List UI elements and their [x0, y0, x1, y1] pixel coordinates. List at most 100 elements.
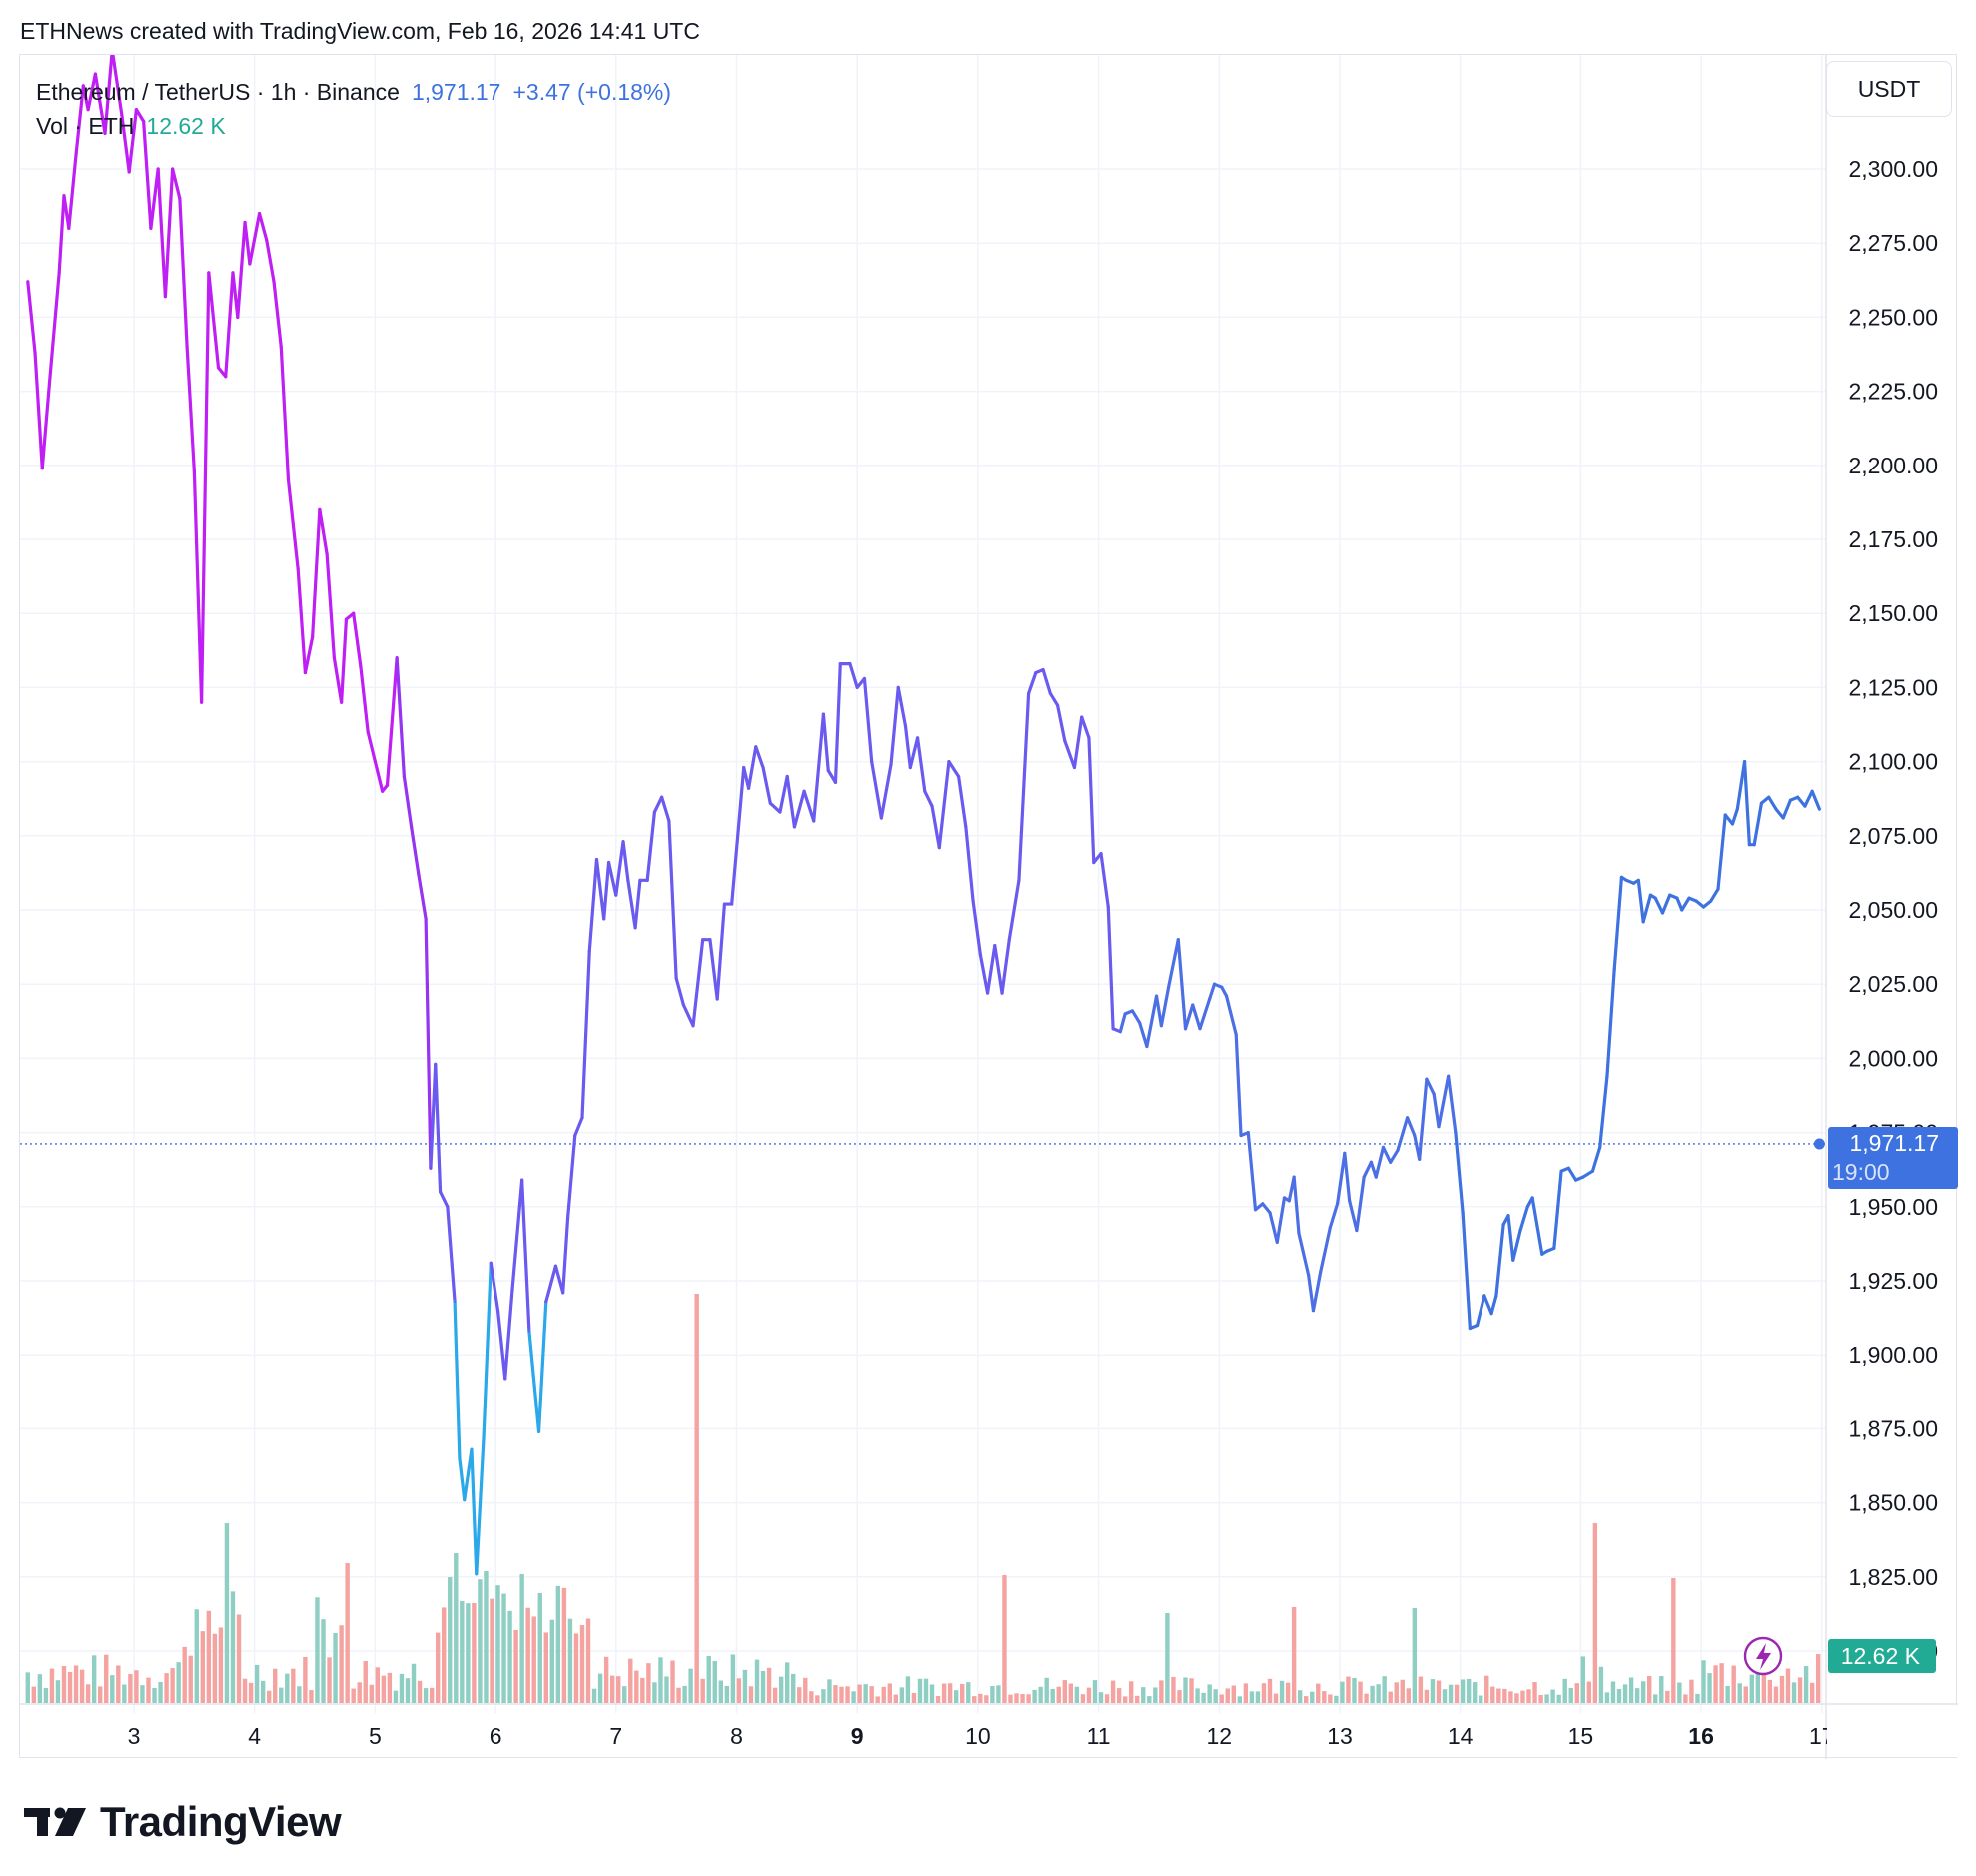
volume-bar: [484, 1570, 489, 1703]
price-point: [272, 280, 276, 283]
price-line-segment: [1475, 1294, 1486, 1328]
price-line-segment: [1183, 1003, 1195, 1031]
price-point: [1254, 1208, 1257, 1211]
volume-bar: [1231, 1685, 1236, 1703]
price-point: [366, 730, 370, 734]
volume-bar: [923, 1678, 929, 1703]
volume-bar: [960, 1683, 965, 1703]
price-point: [178, 197, 182, 200]
volume-bar: [1352, 1677, 1357, 1703]
price-point: [691, 1024, 695, 1027]
volume-bar: [1364, 1693, 1369, 1703]
price-line-segment: [74, 84, 85, 156]
price-line-segment: [224, 271, 235, 379]
price-point: [1632, 882, 1635, 885]
volume-bar: [664, 1676, 669, 1703]
price-point: [470, 1447, 474, 1451]
price-point: [645, 879, 649, 882]
price-point: [1810, 790, 1814, 793]
price-point: [1406, 1116, 1409, 1119]
volume-label[interactable]: Vol · ETH: [36, 113, 135, 139]
volume-bar: [1502, 1688, 1507, 1703]
last-price: 1,971.17: [411, 79, 501, 105]
price-point: [834, 781, 837, 784]
y-tick-label: 2,050.00: [1848, 897, 1938, 923]
price-line-segment: [1319, 1225, 1332, 1274]
y-tick-label: 1,825.00: [1848, 1564, 1938, 1590]
symbol-name[interactable]: Ethereum / TetherUS · 1h · Binance: [36, 79, 400, 105]
price-point: [1041, 668, 1045, 671]
price-point: [1506, 1214, 1510, 1217]
price-line-segment: [503, 1288, 514, 1381]
volume-bar: [1086, 1687, 1092, 1703]
volume-badge[interactable]: [1828, 1639, 1936, 1673]
price-line-segment: [1605, 967, 1616, 1078]
volume-bar: [1050, 1688, 1055, 1703]
volume-bar: [1412, 1608, 1418, 1703]
volume-bar: [1358, 1681, 1363, 1703]
price-point: [979, 953, 982, 956]
volume-bar: [905, 1676, 911, 1703]
price-line-segment: [470, 1447, 479, 1576]
volume-bar: [1159, 1680, 1164, 1703]
price-point: [386, 784, 389, 787]
volume-bar: [622, 1686, 627, 1703]
volume-bar: [797, 1687, 802, 1703]
price-line-segment: [318, 507, 329, 556]
price-line-segment: [57, 194, 66, 275]
volume-bar: [164, 1673, 169, 1703]
price-chart[interactable]: 1,800.001,825.001,850.001,875.001,900.00…: [20, 55, 1958, 1759]
price-point: [1389, 1161, 1392, 1164]
volume-bar: [893, 1694, 899, 1703]
volume-bar: [61, 1666, 67, 1703]
price-point: [1073, 766, 1076, 769]
price-point: [304, 671, 307, 674]
volume-bar: [381, 1675, 387, 1703]
volume-bar: [597, 1673, 603, 1703]
price-point: [1482, 1294, 1486, 1298]
volume-bar: [1809, 1682, 1815, 1703]
price-point: [135, 108, 138, 111]
price-point: [1220, 985, 1223, 989]
price-point: [561, 1291, 564, 1295]
volume-bar: [1713, 1665, 1718, 1703]
volume-bar: [748, 1686, 754, 1703]
volume-bar: [706, 1656, 711, 1703]
volume-bar: [700, 1678, 705, 1703]
price-line-segment: [1130, 1009, 1142, 1025]
price-point: [1283, 1196, 1286, 1200]
volume-bar: [1267, 1678, 1273, 1703]
price-point: [667, 819, 671, 823]
price-point: [1049, 692, 1052, 695]
volume-bar: [1520, 1690, 1525, 1703]
price-line-segment: [1381, 1145, 1393, 1164]
volume-bar: [1544, 1694, 1549, 1703]
price-line-segment: [248, 211, 262, 266]
price-line-segment: [947, 759, 961, 779]
price-point: [1511, 1259, 1515, 1262]
volume-bar: [531, 1616, 536, 1703]
price-line-segment: [332, 656, 344, 704]
price-point: [1461, 1211, 1465, 1214]
price-point: [1099, 852, 1103, 855]
tradingview-logo[interactable]: TradingView: [24, 1798, 342, 1846]
price-point: [193, 469, 196, 472]
price-point: [1796, 796, 1799, 799]
chart-frame: 1,800.001,825.001,850.001,875.001,900.00…: [19, 54, 1958, 1759]
price-point: [1131, 1009, 1134, 1013]
price-point: [544, 1300, 547, 1303]
last-price-badge[interactable]: [1828, 1126, 1958, 1189]
price-point: [48, 381, 51, 384]
volume-bar: [724, 1685, 730, 1703]
x-tick-label: 14: [1448, 1723, 1474, 1749]
volume-bar: [676, 1687, 681, 1703]
price-point: [1612, 968, 1616, 971]
volume-bar: [85, 1684, 91, 1703]
price-line-segment: [1055, 703, 1067, 743]
price-line-segment: [120, 113, 131, 174]
volume-bar: [116, 1665, 121, 1703]
currency-button[interactable]: USDT: [1826, 61, 1952, 117]
price-point: [149, 227, 153, 230]
price-point: [633, 926, 637, 930]
volume-bar: [1165, 1613, 1170, 1703]
